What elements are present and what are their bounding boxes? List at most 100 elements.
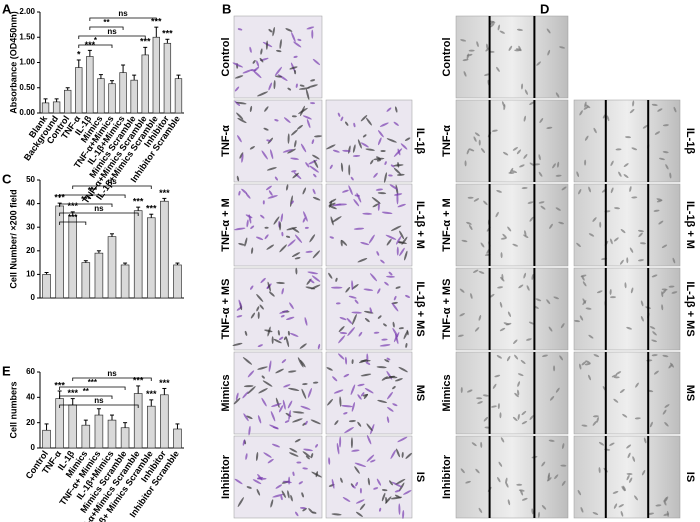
cell xyxy=(397,203,406,208)
cell xyxy=(514,354,519,360)
cell xyxy=(353,227,365,230)
cell xyxy=(289,66,298,70)
cell xyxy=(299,507,307,510)
cell xyxy=(332,376,338,382)
cell xyxy=(287,370,297,373)
cell xyxy=(465,480,471,484)
cell xyxy=(328,202,336,207)
cell xyxy=(662,151,669,154)
cell xyxy=(308,508,314,514)
cell xyxy=(312,381,319,384)
cell xyxy=(376,159,381,162)
bar xyxy=(163,42,172,114)
y-tick-label: 0.50 xyxy=(19,83,35,92)
cell xyxy=(309,102,316,105)
cell xyxy=(350,176,354,181)
cell xyxy=(492,383,497,389)
cell xyxy=(649,421,653,428)
error-bar xyxy=(44,423,49,431)
cell xyxy=(390,164,395,168)
cell xyxy=(357,394,362,400)
cell xyxy=(518,45,522,52)
cell xyxy=(289,302,294,310)
cell xyxy=(614,207,620,210)
row-label: Inhibitor xyxy=(441,454,453,499)
cell xyxy=(259,304,264,310)
cell xyxy=(289,447,298,453)
cell xyxy=(576,171,580,178)
cell xyxy=(555,387,560,393)
cell xyxy=(579,363,582,370)
cell xyxy=(273,216,280,225)
cell xyxy=(309,279,315,284)
y-tick-label: 0 xyxy=(31,293,36,302)
cell xyxy=(297,124,303,130)
cell xyxy=(476,397,483,400)
cell xyxy=(305,250,313,253)
cell xyxy=(337,112,341,117)
panel-letter: D xyxy=(540,1,549,16)
cell xyxy=(626,326,632,330)
error-bar xyxy=(87,49,92,57)
cell xyxy=(491,405,497,408)
cell xyxy=(234,100,241,107)
cell xyxy=(273,338,282,344)
micrograph xyxy=(325,267,413,351)
row-label: IL-1β + MS xyxy=(414,281,426,336)
row-label: Mimics xyxy=(441,374,453,411)
bar xyxy=(94,252,104,299)
cell xyxy=(618,504,624,508)
cell xyxy=(339,436,342,448)
y-tick-label: 1.50 xyxy=(19,32,35,41)
cell xyxy=(383,323,387,327)
cell xyxy=(519,164,525,168)
row-label: IS xyxy=(414,472,426,482)
cell xyxy=(619,389,625,394)
error-bar xyxy=(149,213,154,218)
cell xyxy=(244,330,248,336)
cell xyxy=(283,117,291,123)
cell xyxy=(470,293,473,299)
cell xyxy=(273,80,276,90)
cell xyxy=(260,48,263,55)
bracket-label: ns xyxy=(107,177,117,186)
cell xyxy=(351,449,360,452)
cell xyxy=(263,452,272,458)
cell xyxy=(283,336,287,341)
cell xyxy=(309,165,319,173)
error-bar xyxy=(70,211,75,216)
bracket xyxy=(78,35,146,39)
cell xyxy=(405,342,408,348)
cell xyxy=(613,376,620,379)
cell xyxy=(622,413,628,418)
cell xyxy=(359,487,362,494)
cell xyxy=(360,373,372,377)
cell xyxy=(245,193,251,199)
cell xyxy=(502,151,509,156)
cell xyxy=(249,105,253,112)
cell xyxy=(369,273,378,282)
cell xyxy=(285,28,293,32)
cell xyxy=(331,478,335,489)
cell xyxy=(271,443,281,448)
cell xyxy=(336,442,340,455)
cell xyxy=(661,244,668,249)
cell xyxy=(655,504,662,507)
cell xyxy=(239,152,244,159)
cell xyxy=(261,375,265,379)
cell xyxy=(353,199,360,207)
cell xyxy=(293,55,298,58)
y-tick-label: 1.00 xyxy=(19,58,35,67)
cell xyxy=(396,192,399,205)
cell xyxy=(261,397,267,407)
cell xyxy=(288,387,300,391)
cell xyxy=(280,213,284,223)
cell xyxy=(252,479,262,485)
cell xyxy=(511,170,518,173)
cell xyxy=(286,184,289,191)
cell xyxy=(478,315,482,321)
y-axis-label: Cell Number/ ×200 field xyxy=(8,189,18,288)
cell xyxy=(669,172,672,179)
cell xyxy=(395,478,406,485)
cell xyxy=(520,359,526,365)
